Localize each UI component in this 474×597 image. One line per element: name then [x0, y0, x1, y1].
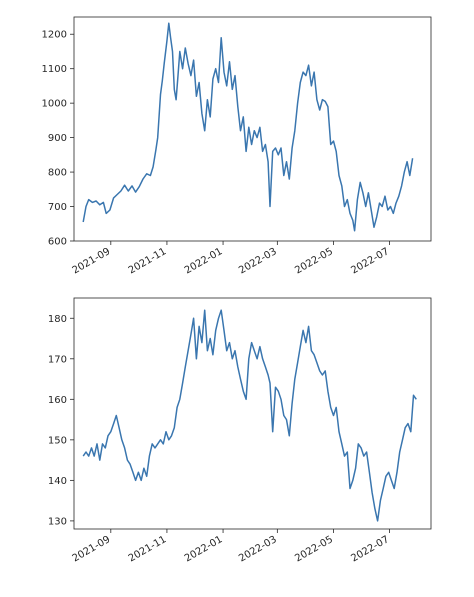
- plot-frame: [73, 16, 432, 242]
- y-tick-label: 900: [48, 133, 67, 144]
- x-tick-label: 2022-01: [183, 246, 225, 276]
- x-tick-label: 2021-11: [127, 246, 169, 276]
- y-tick-label: 130: [48, 516, 67, 527]
- y-tick-label: 700: [48, 202, 67, 213]
- x-tick-label: 2022-05: [293, 534, 335, 564]
- y-tick-label: 1200: [42, 30, 67, 41]
- plot-frame: [73, 297, 432, 530]
- chart-panel-2: 130 140 150 160 170 180 2021-09 2021-11 2022-01 2…: [48, 297, 432, 564]
- y-tick-label: 170: [48, 354, 67, 365]
- x-tick-label: 2021-11: [127, 534, 169, 564]
- y-tick-label: 150: [48, 435, 67, 446]
- y-tick-label: 1100: [42, 64, 67, 75]
- x-tick-label: 2022-07: [349, 534, 391, 564]
- x-tick-label: 2022-07: [349, 246, 391, 276]
- series-line-1: [82, 309, 417, 522]
- y-tick-label: 1000: [42, 99, 67, 110]
- y-tick-label: 800: [48, 168, 67, 179]
- y-tick-label: 600: [48, 237, 67, 248]
- y-tick-label: 180: [48, 314, 67, 325]
- x-tick-label: 2022-03: [237, 246, 279, 276]
- x-tick-label: 2021-09: [71, 246, 113, 276]
- chart-panel-1: 600 700 800 900 1000 1100 1200 2021-09 2021-11 20…: [42, 16, 432, 276]
- x-tick-label: 2021-09: [71, 534, 113, 564]
- x-tick-label: 2022-01: [183, 534, 225, 564]
- x-tick-label: 2022-03: [237, 534, 279, 564]
- y-tick-label: 160: [48, 395, 67, 406]
- x-tick-label: 2022-05: [293, 246, 335, 276]
- series-line-1: [82, 22, 414, 232]
- y-tick-label: 140: [48, 476, 67, 487]
